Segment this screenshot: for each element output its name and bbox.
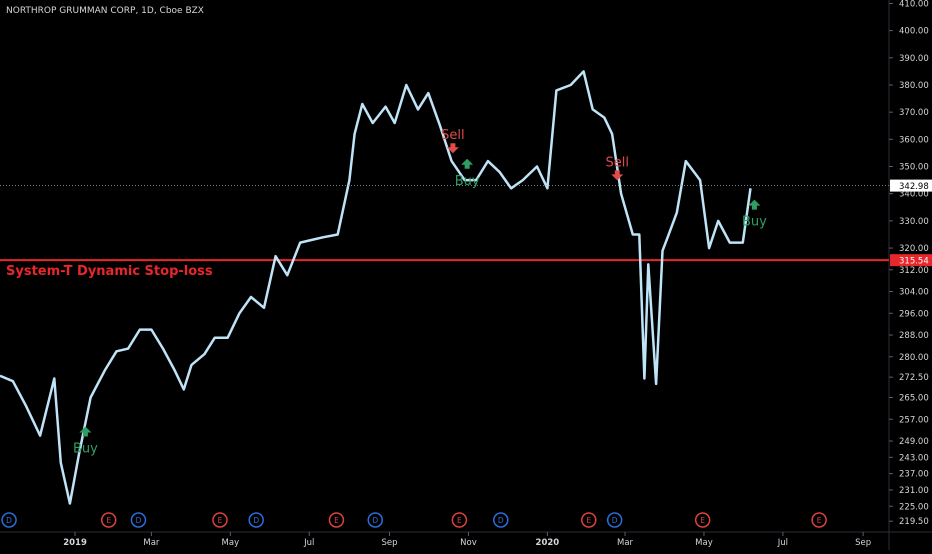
dividend-badge[interactable] — [1, 512, 17, 528]
y-tick-label: 380.00 — [899, 81, 929, 91]
stop-loss-layer: System-T Dynamic Stop-loss 315.54 — [0, 254, 932, 279]
x-tick-label: Sep — [381, 538, 397, 548]
sell-arrow-icon — [611, 170, 624, 181]
stop-loss-caption: System-T Dynamic Stop-loss — [6, 264, 213, 279]
buy-signal-label: Buy — [455, 174, 480, 189]
y-tick-label: 304.00 — [899, 288, 929, 298]
x-tick-label: Jul — [303, 538, 314, 548]
earnings-badge-label: E — [106, 516, 111, 525]
y-tick-label: 237.00 — [899, 470, 929, 480]
chart-title: NORTHROP GRUMMAN CORP, 1D, Cboe BZX — [6, 6, 204, 16]
x-tick-label: Nov — [460, 538, 477, 548]
y-tick-label: 249.00 — [899, 437, 929, 447]
dividend-badge[interactable] — [367, 512, 384, 528]
buy-arrow-icon — [79, 426, 92, 437]
current-price-tag — [890, 179, 932, 192]
stop-loss-price-label: 315.54 — [899, 257, 929, 267]
earnings-badge-label: E — [218, 516, 223, 525]
earnings-badge-label: E — [457, 516, 462, 525]
sell-arrow-icon — [446, 143, 459, 154]
current-price-layer: 342.98 — [0, 179, 932, 192]
y-tick-label: 370.00 — [899, 108, 929, 118]
x-tick-label: Jul — [777, 538, 788, 548]
earnings-badge-label: E — [700, 516, 705, 525]
sell-signal-label: Sell — [606, 155, 629, 170]
stop-loss-price-tag — [890, 254, 932, 267]
dividend-badge-label: D — [372, 516, 378, 525]
x-tick-label: 2019 — [63, 538, 87, 548]
current-price-label: 342.98 — [899, 182, 929, 192]
earnings-badge-label: E — [817, 516, 822, 525]
earnings-badge[interactable] — [212, 512, 228, 528]
y-tick-label: 410.00 — [899, 0, 929, 9]
x-tick-label: Sep — [855, 538, 871, 548]
dividend-badge-label: D — [498, 516, 504, 525]
x-tick-label: May — [695, 538, 713, 548]
y-tick-label: 312.00 — [899, 266, 929, 276]
x-tick-label: May — [222, 538, 240, 548]
earnings-badge[interactable] — [328, 512, 345, 528]
y-tick-label: 360.00 — [899, 135, 929, 145]
dividend-badge-label: D — [253, 516, 259, 525]
y-tick-label: 320.00 — [899, 244, 929, 254]
x-tick-label: Mar — [143, 538, 160, 548]
y-tick-label: 330.00 — [899, 217, 929, 227]
y-tick-label: 265.00 — [899, 394, 929, 404]
buy-arrow-icon — [748, 199, 761, 210]
buy-arrow-icon — [461, 158, 474, 169]
earnings-badge[interactable] — [100, 512, 117, 528]
price-line-layer — [0, 70, 752, 505]
buy-signal-label: Buy — [73, 442, 98, 457]
sell-signal-label: Sell — [441, 128, 464, 143]
dividend-badge-label: D — [612, 516, 618, 525]
dividend-badge-label: D — [6, 516, 12, 525]
earnings-badge[interactable] — [811, 512, 827, 528]
dividend-badge[interactable] — [606, 512, 623, 528]
x-tick-label: 2020 — [536, 538, 560, 548]
earnings-badge-label: E — [586, 516, 591, 525]
x-tick-label: Mar — [617, 538, 634, 548]
y-tick-label: 257.00 — [899, 415, 929, 425]
y-tick-label: 280.00 — [899, 353, 929, 363]
dividend-badge-label: D — [136, 516, 142, 525]
y-tick-label: 231.00 — [899, 486, 929, 496]
earnings-badge[interactable] — [581, 512, 597, 528]
dividend-badge[interactable] — [248, 512, 264, 528]
dividend-badge[interactable] — [130, 512, 147, 528]
buy-signal-label: Buy — [742, 215, 767, 230]
y-tick-label: 390.00 — [899, 54, 929, 64]
y-tick-label: 272.50 — [899, 373, 929, 383]
y-tick-label: 296.00 — [899, 309, 929, 319]
y-tick-label: 400.00 — [899, 27, 929, 37]
price-series-line — [0, 70, 752, 505]
earnings-badge[interactable] — [451, 512, 468, 528]
signals-layer: Buy Sell Buy Sell Buy — [73, 128, 767, 456]
y-tick-label: 225.00 — [899, 502, 929, 512]
y-tick-label: 288.00 — [899, 331, 929, 341]
y-tick-label: 350.00 — [899, 163, 929, 173]
earnings-badge-label: E — [334, 516, 339, 525]
y-tick-label: 219.50 — [899, 517, 929, 527]
y-tick-label: 340.00 — [899, 190, 929, 200]
dividend-badge[interactable] — [493, 512, 509, 528]
earnings-badge[interactable] — [694, 512, 711, 528]
y-tick-label: 243.00 — [899, 453, 929, 463]
